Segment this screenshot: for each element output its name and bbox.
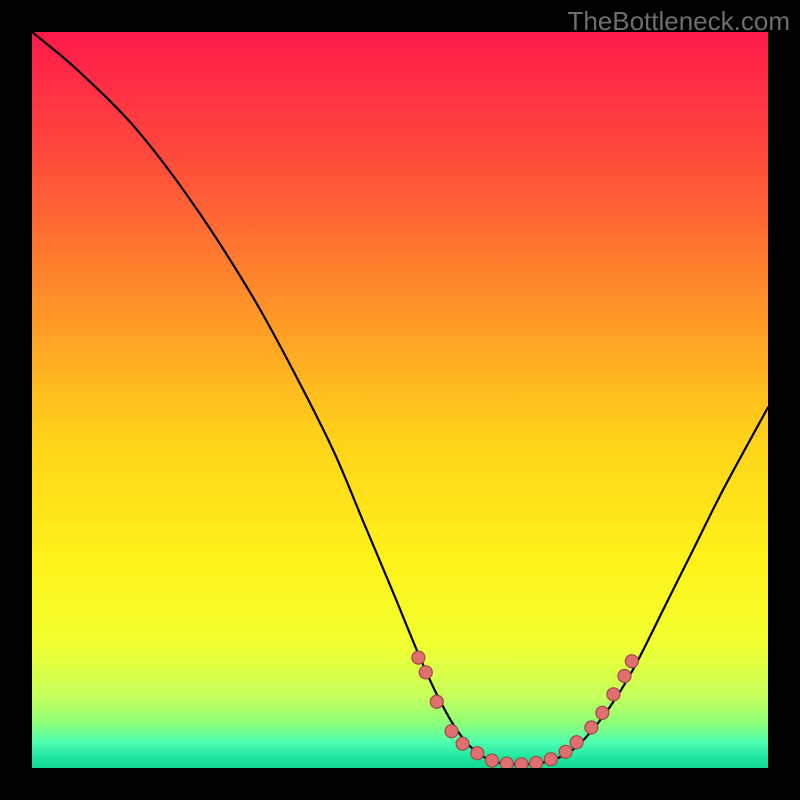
- data-marker: [559, 745, 572, 758]
- chart-svg: [32, 32, 768, 768]
- chart-plot-area: [32, 32, 768, 768]
- data-marker: [456, 737, 469, 750]
- data-marker: [607, 688, 620, 701]
- watermark-label: TheBottleneck.com: [567, 6, 790, 37]
- data-marker: [412, 651, 425, 664]
- bottleneck-curve: [32, 32, 768, 764]
- data-marker: [419, 666, 432, 679]
- data-marker: [570, 736, 583, 749]
- data-marker: [471, 747, 484, 760]
- data-marker: [585, 721, 598, 734]
- data-marker: [596, 706, 609, 719]
- data-marker: [430, 695, 443, 708]
- data-marker: [500, 757, 513, 768]
- data-marker: [445, 725, 458, 738]
- data-marker: [530, 756, 543, 768]
- data-marker: [544, 753, 557, 766]
- data-marker: [625, 655, 638, 668]
- data-marker: [486, 754, 499, 767]
- data-marker: [618, 670, 631, 683]
- data-marker: [515, 758, 528, 768]
